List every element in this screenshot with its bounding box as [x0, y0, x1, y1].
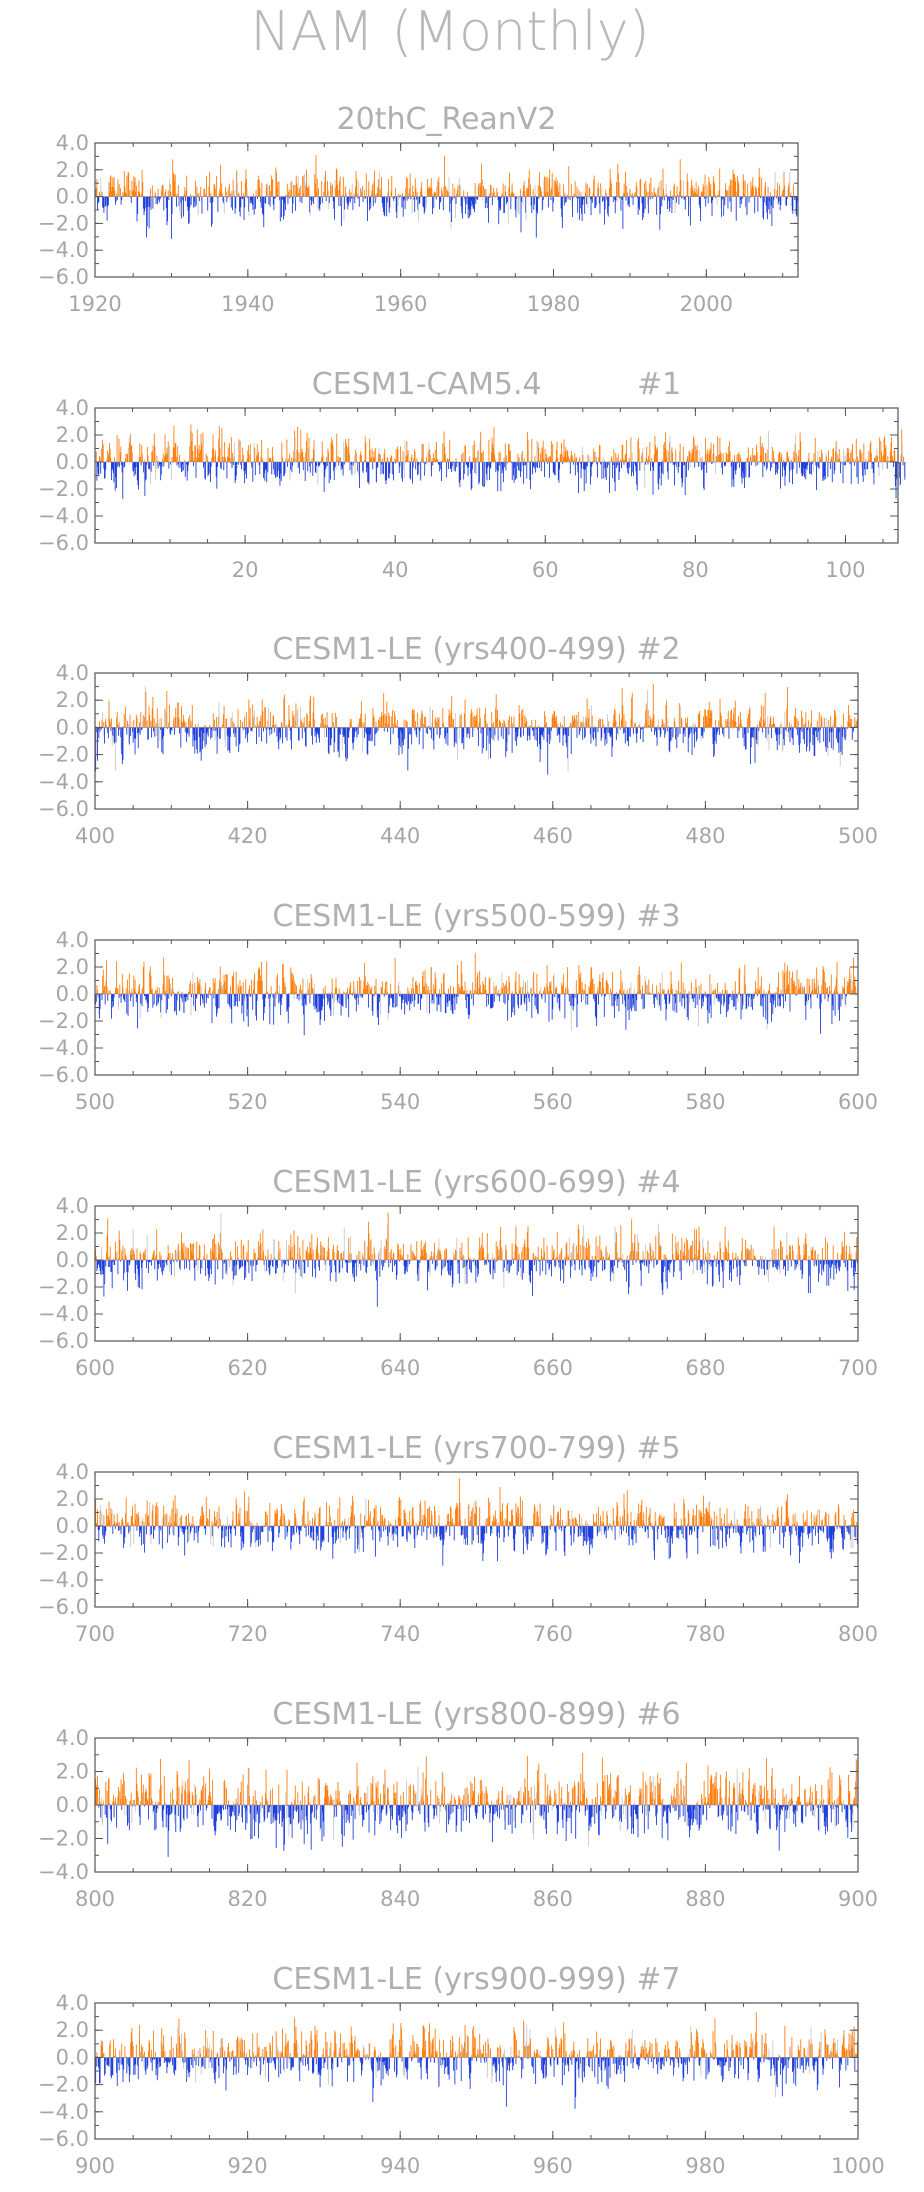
bars	[94, 683, 858, 775]
y-tick-label: −2.0	[38, 211, 89, 235]
y-tick-label: 0.0	[56, 715, 89, 739]
y-tick-label: −2.0	[38, 477, 89, 501]
panel-title: CESM1-LE (yrs500-599) #3	[272, 899, 680, 934]
bars	[94, 952, 858, 1036]
x-tick-label: 1940	[221, 292, 274, 316]
x-tick-label: 480	[685, 824, 725, 848]
bars	[94, 424, 906, 499]
y-tick-label: 4.0	[56, 131, 89, 155]
x-tick-label: 1920	[68, 292, 121, 316]
plot-frame	[94, 142, 799, 278]
y-tick-label: −6.0	[38, 797, 89, 821]
y-tick-label: 0.0	[56, 185, 89, 209]
x-tick-label: 1980	[527, 292, 580, 316]
bars	[94, 155, 798, 239]
panel-1: 20thC_ReanV2 4.0 2.0 0.0−2.0 −4.0 −6.0 1920 194…	[38, 102, 799, 316]
x-tick-label: 80	[682, 558, 709, 582]
panel-title: CESM1-CAM5.4 #1	[312, 367, 681, 402]
x-tick-label: 460	[533, 824, 573, 848]
y-tick-label: −2.0	[38, 743, 89, 767]
y-tick-label: 4.0	[56, 661, 89, 685]
y-tick-label: 2.0	[56, 423, 89, 447]
y-tick-label: −4.0	[38, 238, 89, 262]
x-tick-label: 100	[825, 558, 865, 582]
y-tick-label: 0.0	[56, 450, 89, 474]
figure-title: NAM (Monthly)	[250, 0, 649, 63]
panel-title: CESM1-LE (yrs400-499) #2	[272, 632, 680, 667]
x-tick-label: 440	[380, 824, 420, 848]
panel-2: CESM1-CAM5.4 #1 4.0 2.0 0.0 −2.0 −4.0 −6.0 20 40…	[38, 367, 906, 582]
x-tick-label: 20	[232, 558, 259, 582]
panel-3: CESM1-LE (yrs400-499) #2 4.0 2.0 0.0 −2.0 −4.…	[38, 632, 878, 848]
y-tick-label: −6.0	[38, 531, 89, 555]
y-tick-label: 4.0	[56, 396, 89, 420]
panel-4: CESM1-LE (yrs500-599) #34.02.00.0−2.0−4.…	[38, 899, 878, 1114]
x-tick-label: 40	[382, 558, 409, 582]
y-tick-label: 2.0	[56, 688, 89, 712]
panel-title: 20thC_ReanV2	[337, 102, 557, 137]
x-tick-label: 60	[532, 558, 559, 582]
y-tick-label: 2.0	[56, 158, 89, 182]
y-tick-label: −6.0	[38, 265, 89, 289]
x-tick-label: 420	[228, 824, 268, 848]
plot-frame	[94, 407, 899, 544]
y-tick-label: −4.0	[38, 770, 89, 794]
x-tick-label: 500	[838, 824, 878, 848]
x-tick-label: 2000	[680, 292, 733, 316]
x-tick-label: 400	[75, 824, 115, 848]
x-tick-label: 1960	[374, 292, 427, 316]
y-tick-label: −4.0	[38, 504, 89, 528]
plot-frame	[94, 672, 859, 810]
